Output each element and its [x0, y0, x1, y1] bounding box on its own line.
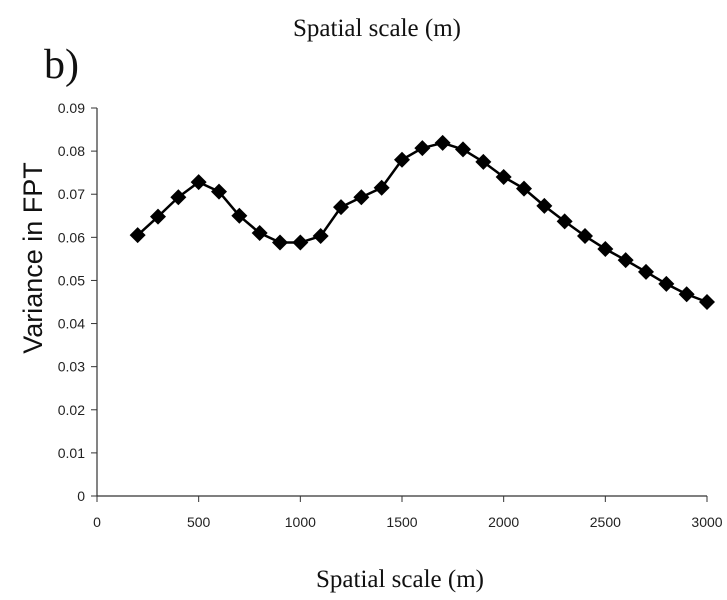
series-line: [136, 141, 708, 304]
y-tick-label: 0.08: [58, 143, 85, 159]
y-tick-label: 0.02: [58, 402, 85, 418]
x-tick-label: 1000: [285, 514, 316, 530]
data-point-marker: [597, 240, 614, 257]
data-point-marker: [434, 134, 451, 151]
y-tick-label: 0.01: [58, 445, 85, 461]
x-tick-label: 2000: [488, 514, 519, 530]
data-point-marker: [333, 199, 349, 216]
data-point-marker: [678, 286, 695, 303]
top-caption: Spatial scale (m): [293, 15, 461, 42]
y-tick-label: 0.09: [58, 100, 85, 116]
data-point-marker: [170, 189, 187, 206]
data-point-marker: [617, 252, 634, 269]
data-point-marker: [455, 141, 471, 158]
data-point-marker: [536, 197, 553, 214]
data-point-marker: [495, 168, 512, 185]
x-tick-label: 2500: [590, 514, 621, 530]
x-tick-label: 500: [187, 514, 211, 530]
data-point-marker: [658, 275, 675, 292]
x-tick-label: 1500: [386, 514, 417, 530]
y-axis-label: Variance in FPT: [18, 162, 48, 354]
y-tick-label: 0.05: [58, 272, 85, 288]
data-point-marker: [150, 208, 166, 225]
x-axis-label: Spatial scale (m): [316, 566, 484, 593]
data-point-marker: [231, 207, 248, 224]
data-point-marker: [373, 179, 390, 196]
y-tick-label: 0: [77, 488, 85, 504]
plot-area: 0 0.01 0.02 0.03 0.04 0.05 0.06 0.07 0.08 0.09 0 50…: [58, 100, 723, 530]
data-point-marker: [251, 225, 268, 242]
data-point-marker: [638, 263, 654, 280]
y-tick-label: 0.07: [58, 186, 85, 202]
data-point-marker: [190, 174, 207, 191]
data-point-marker: [272, 234, 288, 251]
data-point-marker: [312, 228, 329, 245]
data-point-marker: [129, 227, 146, 244]
data-point-marker: [577, 228, 593, 245]
data-point-marker: [556, 213, 573, 230]
data-point-marker: [353, 189, 370, 206]
data-point-marker: [292, 234, 309, 251]
data-point-marker: [699, 294, 715, 310]
data-point-marker: [211, 183, 227, 200]
panel-label: b): [44, 42, 79, 88]
data-point-marker: [414, 140, 431, 157]
data-point-marker: [394, 151, 410, 168]
x-tick-label: 3000: [691, 514, 722, 530]
y-tick-label: 0.06: [58, 229, 85, 245]
y-tick-label: 0.03: [58, 359, 85, 375]
data-point-marker: [516, 180, 532, 197]
x-tick-label: 0: [93, 514, 101, 530]
data-point-marker: [475, 153, 492, 170]
y-tick-label: 0.04: [58, 316, 85, 332]
